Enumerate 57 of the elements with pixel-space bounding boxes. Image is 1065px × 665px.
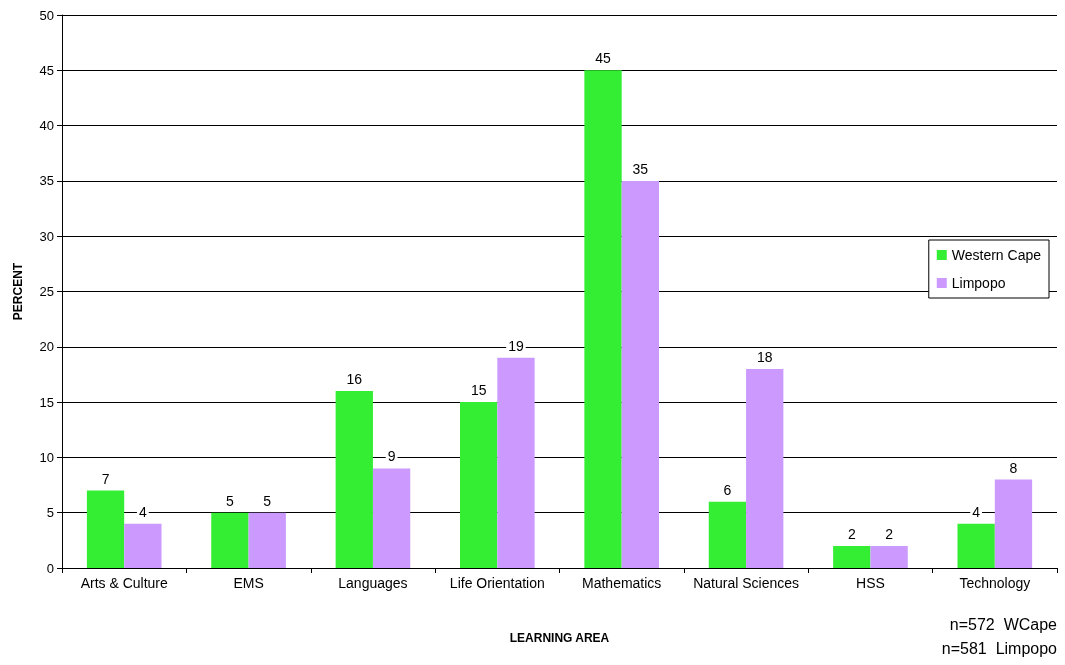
bar [248, 512, 286, 568]
y-tick-label: 15 [39, 394, 54, 410]
legend-label: Western Cape [951, 247, 1042, 263]
x-tick-label: EMS [233, 575, 264, 591]
y-tick-label: 35 [39, 173, 54, 189]
x-axis-title: LEARNING AREA [509, 631, 610, 645]
data-label: 4 [972, 503, 981, 520]
y-tick-label: 45 [39, 62, 54, 78]
y-tick-label: 5 [46, 505, 54, 521]
data-label: 2 [847, 525, 856, 542]
bar [211, 512, 249, 568]
y-tick-label: 0 [46, 560, 54, 576]
y-tick-label: 50 [39, 7, 54, 23]
text: n=572 WCape [949, 615, 1058, 633]
bar [708, 501, 747, 568]
bar [335, 391, 373, 568]
data-label: 35 [632, 160, 649, 177]
bar [746, 368, 784, 568]
data-label: 18 [756, 348, 773, 365]
data-label: 5 [226, 492, 235, 509]
data-label: 2 [885, 525, 894, 542]
y-tick-label: 20 [39, 339, 54, 355]
data-label: 5 [263, 492, 272, 509]
data-label: 45 [595, 50, 612, 67]
data-label: 19 [508, 337, 524, 354]
text: n=581 Limpopo [941, 639, 1058, 657]
bar [124, 523, 162, 568]
x-tick-label: Technology [959, 575, 1031, 591]
data-label: 8 [1009, 459, 1018, 476]
y-axis-title: PERCENT [11, 262, 25, 321]
data-label: 15 [470, 382, 487, 399]
bar [870, 545, 908, 568]
bar [584, 70, 622, 568]
bar [994, 479, 1033, 568]
x-tick-label: Life Orientation [449, 575, 545, 591]
y-tick-label: 25 [39, 284, 54, 299]
y-tick-label: 10 [39, 449, 54, 465]
bar [460, 402, 498, 568]
data-label: 4 [138, 503, 147, 520]
legend-label: Limpopo [951, 275, 1006, 291]
data-label: 16 [346, 371, 363, 388]
x-tick-label: Mathematics [582, 575, 662, 591]
y-tick-label: 40 [39, 118, 54, 134]
bar [497, 357, 535, 568]
y-tick-label: 30 [39, 228, 54, 244]
bar [621, 180, 659, 568]
bar [86, 490, 125, 568]
data-label: 9 [387, 448, 396, 465]
bar [957, 523, 995, 568]
x-tick-label: Languages [338, 575, 408, 591]
x-tick-label: Arts & Culture [80, 575, 168, 591]
bar [372, 468, 411, 568]
bar [833, 545, 871, 568]
data-label: 7 [101, 470, 110, 487]
x-tick-label: HSS [856, 575, 885, 591]
x-tick-label: Natural Sciences [693, 575, 799, 591]
data-label: 6 [723, 481, 732, 498]
